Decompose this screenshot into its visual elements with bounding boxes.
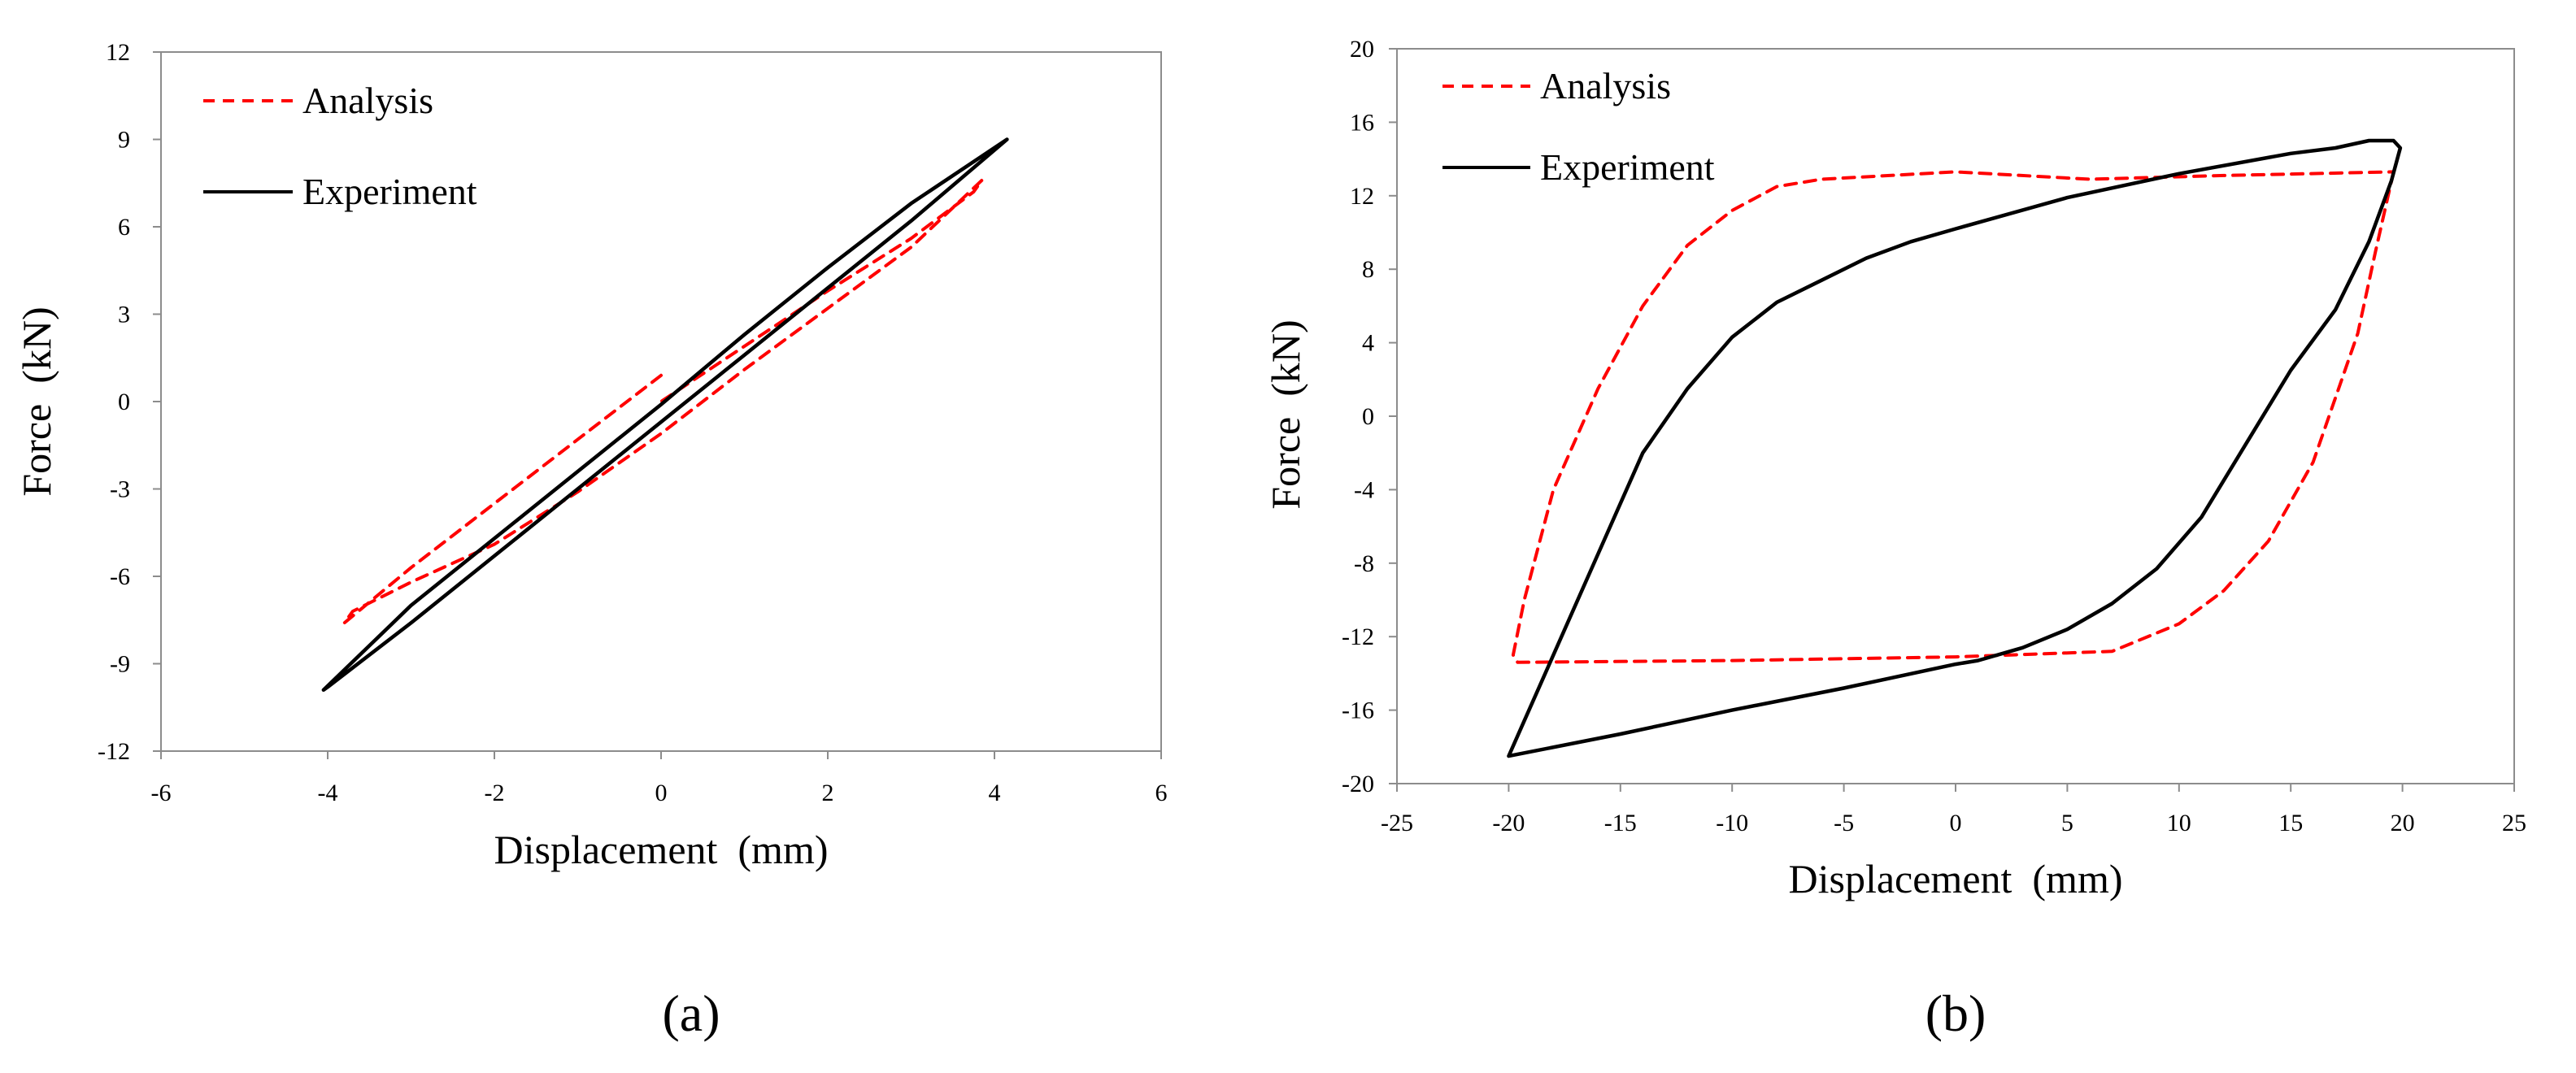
panel-label: (a)	[662, 984, 720, 1042]
y-tick-label: 3	[118, 302, 130, 328]
y-tick-label: 16	[1350, 109, 1374, 136]
y-tick-label: 4	[1362, 330, 1374, 357]
x-tick-label: 25	[2502, 810, 2526, 836]
x-tick-label: -10	[1716, 810, 1748, 836]
x-tick-label: -5	[1834, 810, 1854, 836]
x-tick-label: -6	[151, 780, 172, 806]
x-tick-label: 10	[2167, 810, 2191, 836]
x-tick-label: -25	[1381, 810, 1413, 836]
y-tick-label: 12	[106, 39, 130, 66]
legend-label-experiment: Experiment	[302, 171, 477, 212]
y-tick-label: -12	[1342, 623, 1374, 650]
y-tick-label: -20	[1342, 771, 1374, 797]
y-tick-label: 12	[1350, 183, 1374, 210]
x-tick-label: 0	[1950, 810, 1962, 836]
series-line-analysis	[342, 178, 984, 625]
x-tick-label: 2	[822, 780, 834, 806]
y-tick-label: -16	[1342, 697, 1374, 724]
y-tick-label: 0	[1362, 403, 1374, 430]
y-tick-label: -3	[110, 476, 130, 503]
x-tick-label: -20	[1492, 810, 1525, 836]
x-tick-label: 15	[2278, 810, 2303, 836]
y-tick-label: -9	[110, 651, 130, 678]
series-line-experiment	[1507, 138, 2403, 758]
y-tick-label: 20	[1350, 36, 1374, 63]
x-axis-title: Displacement (mm)	[1789, 856, 2123, 901]
y-tick-label: 9	[118, 127, 130, 154]
y-tick-label: -8	[1354, 550, 1374, 577]
x-tick-label: 6	[1155, 780, 1168, 806]
y-tick-label: -4	[1354, 476, 1374, 503]
x-tick-label: -2	[485, 780, 505, 806]
y-axis-title: Force (kN)	[1263, 319, 1308, 509]
x-tick-label: 4	[989, 780, 1001, 806]
x-tick-label: 5	[2061, 810, 2073, 836]
y-tick-label: 6	[118, 214, 130, 241]
y-tick-label: 8	[1362, 256, 1374, 283]
x-tick-label: -15	[1604, 810, 1637, 836]
x-tick-label: 0	[655, 780, 668, 806]
y-tick-label: 0	[118, 389, 130, 415]
x-tick-label: 20	[2391, 810, 2415, 836]
chart-panel-a: -6 -4 -2 0 2 4 6 -12 -9 -6 -3 0 3 6 9 12 Analysis Experim…	[14, 39, 1168, 1042]
y-tick-label: -6	[110, 563, 130, 590]
series-line-experiment	[321, 137, 1009, 693]
series-line-analysis	[1511, 170, 2395, 664]
y-tick-label: -12	[98, 738, 130, 765]
legend-label-experiment: Experiment	[1540, 146, 1715, 188]
legend-label-analysis: Analysis	[302, 80, 433, 121]
chart-panel-b: -25 -20 -15 -10 -5 0 5 10 15 20 25 -20 -16 -12 -8 -4 0 4 8…	[1263, 36, 2526, 1042]
x-axis-title: Displacement (mm)	[494, 827, 829, 872]
y-axis-title: Force (kN)	[14, 306, 59, 496]
x-tick-label: -4	[318, 780, 338, 806]
panel-label: (b)	[1925, 984, 1986, 1042]
legend-label-analysis: Analysis	[1540, 65, 1671, 106]
